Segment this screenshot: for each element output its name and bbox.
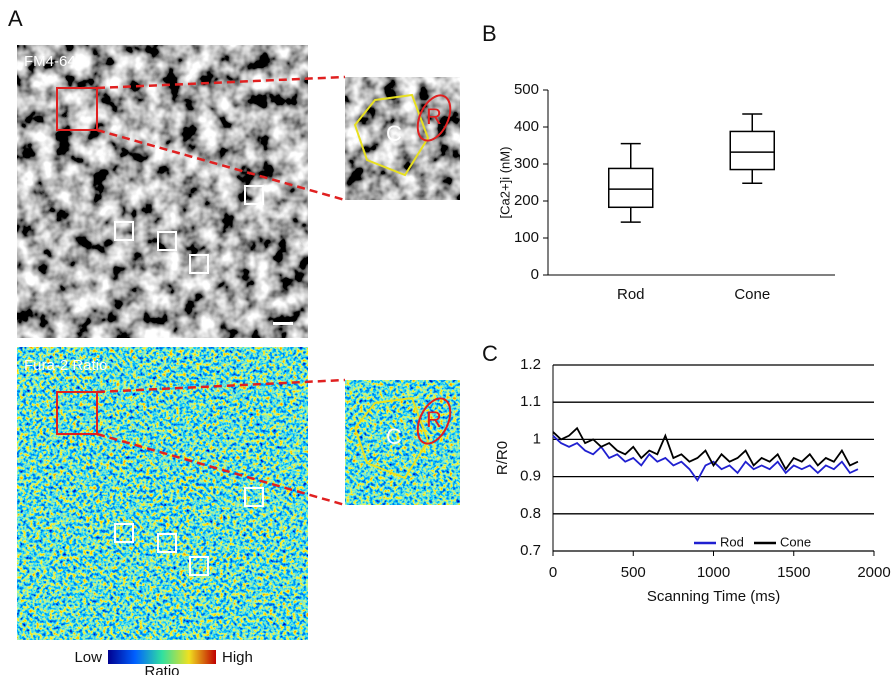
x-tick-label: Cone <box>734 286 770 303</box>
panel-a: A FM4-64 C R Fura-2 Ratio C R Low High R… <box>8 6 460 675</box>
y-tick-label: 300 <box>514 155 539 172</box>
x-tick-label: 2000 <box>857 564 890 581</box>
y-tick-label: 1 <box>533 430 541 447</box>
inset-label: R <box>426 407 442 432</box>
inset-label: C <box>386 121 402 146</box>
y-tick-label: 500 <box>514 81 539 98</box>
y-axis-label: [Ca2+]i (nM) <box>497 147 512 219</box>
y-tick-label: 0 <box>531 266 539 283</box>
y-tick-label: 0.7 <box>520 542 541 559</box>
panel-label: C <box>482 341 498 366</box>
y-tick-label: 200 <box>514 192 539 209</box>
x-tick-label: 0 <box>549 564 557 581</box>
y-tick-label: 400 <box>514 118 539 135</box>
inset-label: R <box>426 104 442 129</box>
box <box>729 130 775 171</box>
series-line <box>552 435 859 483</box>
zoom-lines <box>96 75 346 202</box>
charts: 0 100 200 300 400 500 [Ca2+]i (nM) Rod Cone 0.7 0.… <box>494 81 891 605</box>
fm4-image <box>17 45 308 338</box>
colorbar <box>108 650 216 664</box>
y-tick-label: 1.1 <box>520 393 541 410</box>
x-tick-label: 1500 <box>777 564 810 581</box>
inset-image <box>345 380 460 505</box>
fura-image <box>17 347 308 640</box>
zoom-box <box>56 87 98 131</box>
colorbar-high: High <box>222 649 253 666</box>
colorbar-low: Low <box>74 649 102 666</box>
x-tick-label: Rod <box>617 286 645 303</box>
series-line <box>552 426 859 471</box>
x-tick-label: 500 <box>621 564 646 581</box>
panel-label: A <box>8 6 23 31</box>
colorbar-title: Ratio <box>144 663 179 675</box>
inset-image <box>345 77 460 200</box>
zoom-lines <box>96 378 346 507</box>
legend-label: Cone <box>780 534 811 549</box>
y-tick-label: 0.8 <box>520 505 541 522</box>
cone-outline <box>353 93 430 177</box>
inset-label: C <box>386 424 402 449</box>
cone-outline <box>353 396 430 480</box>
y-axis-label: R/R0 <box>494 441 511 475</box>
x-axis-label: Scanning Time (ms) <box>647 588 780 605</box>
panel-label: B <box>482 21 497 46</box>
scale-bar <box>273 322 293 325</box>
rod-outline <box>416 94 452 142</box>
box <box>608 167 654 209</box>
zoom-box <box>56 391 98 435</box>
roi-boxes <box>114 487 264 576</box>
image-label: FM4-64 <box>24 53 76 70</box>
x-tick-label: 1000 <box>697 564 730 581</box>
rod-outline <box>416 397 452 445</box>
roi-boxes <box>114 185 264 274</box>
image-label: Fura-2 Ratio <box>24 357 107 374</box>
y-tick-label: 0.9 <box>520 468 541 485</box>
y-tick-label: 1.2 <box>520 356 541 373</box>
legend-label: Rod <box>720 534 744 549</box>
y-tick-label: 100 <box>514 229 539 246</box>
